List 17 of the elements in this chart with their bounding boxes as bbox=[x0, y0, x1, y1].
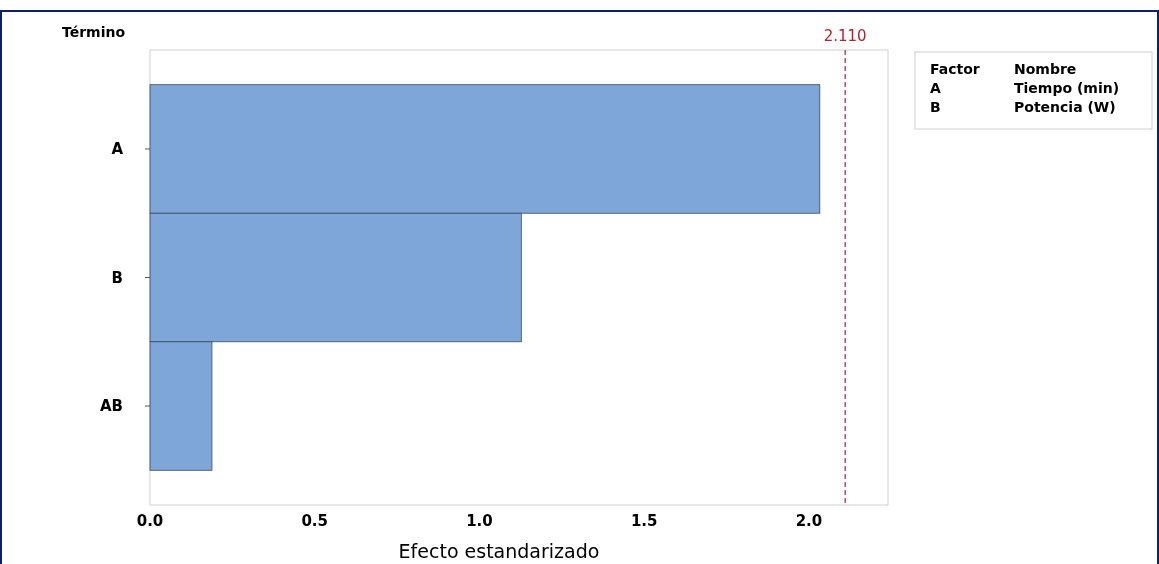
text: Factor bbox=[930, 61, 980, 77]
text: Potencia (W) bbox=[1014, 99, 1116, 115]
x-tick-label: 0.0 bbox=[136, 512, 164, 530]
text: B bbox=[930, 99, 941, 115]
y-axis-title: Término bbox=[62, 24, 126, 40]
x-tick-label: 1.5 bbox=[630, 512, 658, 530]
y-tick-label: B bbox=[111, 268, 123, 287]
x-tick-label: 0.5 bbox=[301, 512, 329, 530]
text: A bbox=[930, 80, 941, 96]
y-tick-label: A bbox=[111, 140, 124, 159]
x-axis-title: Efecto estandarizado bbox=[398, 540, 600, 562]
text: Nombre bbox=[1014, 61, 1077, 77]
ref-line-label: 2.110 bbox=[823, 27, 867, 45]
y-tick-label: AB bbox=[99, 397, 123, 416]
x-tick-label: 2.0 bbox=[795, 512, 823, 530]
x-tick-label: 1.0 bbox=[466, 512, 493, 530]
text: Tiempo (min) bbox=[1014, 80, 1120, 96]
